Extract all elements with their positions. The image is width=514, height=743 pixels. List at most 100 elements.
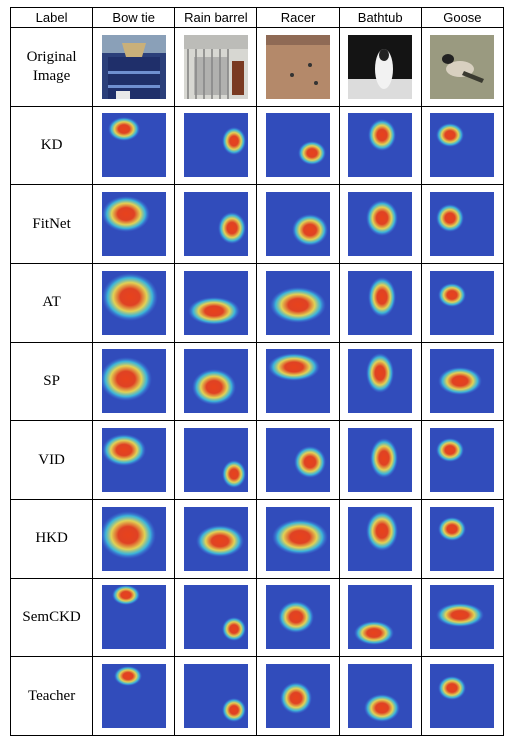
row-label: FitNet (9, 184, 94, 264)
header-label: Label (9, 7, 94, 28)
attention-heatmap-rain-barrel (183, 349, 248, 414)
image-cell-racer (256, 498, 340, 579)
method-row: Teacher (9, 656, 505, 736)
attention-heatmap-rain-barrel (183, 428, 248, 493)
image-cell-racer (256, 184, 340, 264)
image-cell-goose (420, 184, 505, 264)
image-cell-racer (256, 105, 340, 186)
attention-heatmap-bow-tie (101, 664, 166, 729)
image-cell-bathtub (338, 577, 422, 658)
row-label: SemCKD (9, 577, 94, 658)
row-label: KD (9, 105, 94, 186)
attention-heatmap-bathtub (348, 585, 413, 650)
method-row: Original Image (9, 27, 505, 107)
attention-heatmap-racer (266, 192, 331, 257)
row-label-line: AT (42, 294, 61, 311)
original-image-bathtub (348, 34, 413, 99)
header-rain-barrel: Rain barrel (174, 7, 258, 28)
attention-heatmap-bow-tie (101, 428, 166, 493)
original-image-rain-barrel (183, 34, 248, 99)
image-cell-racer (256, 577, 340, 658)
image-cell-bathtub (338, 498, 422, 579)
row-label-line: Teacher (27, 687, 76, 704)
image-cell-rain-barrel (174, 105, 258, 186)
header-bathtub: Bathtub (338, 7, 422, 28)
attention-heatmap-bathtub (348, 428, 413, 493)
row-label-line: SemCKD (22, 608, 81, 625)
header-row: Label Bow tie Rain barrel Racer Bathtub … (9, 7, 505, 28)
image-cell-goose (420, 27, 505, 107)
cam-comparison-table: Label Bow tie Rain barrel Racer Bathtub … (9, 7, 505, 736)
image-cell-racer (256, 656, 340, 736)
image-cell-rain-barrel (174, 262, 258, 343)
row-label-line: VID (38, 451, 65, 468)
row-label: HKD (9, 498, 94, 579)
method-row: AT (9, 262, 505, 343)
attention-heatmap-goose (430, 349, 495, 414)
attention-heatmap-bow-tie (101, 585, 166, 650)
method-row: KD (9, 105, 505, 186)
image-cell-rain-barrel (174, 184, 258, 264)
attention-heatmap-racer (266, 664, 331, 729)
attention-heatmap-bow-tie (101, 506, 166, 571)
method-row: HKD (9, 498, 505, 579)
attention-heatmap-bow-tie (101, 113, 166, 178)
row-label-line: FitNet (32, 215, 71, 232)
image-cell-bathtub (338, 27, 422, 107)
image-cell-bow-tie (92, 498, 176, 579)
method-row: VID (9, 420, 505, 500)
image-cell-rain-barrel (174, 577, 258, 658)
image-cell-racer (256, 420, 340, 500)
row-label-line: Image (32, 67, 71, 84)
image-cell-bathtub (338, 656, 422, 736)
figure-table: Label Bow tie Rain barrel Racer Bathtub … (9, 7, 505, 736)
attention-heatmap-bow-tie (101, 349, 166, 414)
image-cell-racer (256, 262, 340, 343)
attention-heatmap-bow-tie (101, 192, 166, 257)
row-label-line: Original (26, 48, 77, 65)
image-cell-bow-tie (92, 656, 176, 736)
image-cell-goose (420, 577, 505, 658)
image-cell-bow-tie (92, 262, 176, 343)
original-image-bow-tie (101, 34, 166, 99)
attention-heatmap-rain-barrel (183, 113, 248, 178)
attention-heatmap-goose (430, 192, 495, 257)
image-cell-goose (420, 656, 505, 736)
row-label: SP (9, 341, 94, 422)
attention-heatmap-goose (430, 428, 495, 493)
attention-heatmap-goose (430, 270, 495, 335)
attention-heatmap-rain-barrel (183, 585, 248, 650)
image-cell-rain-barrel (174, 656, 258, 736)
row-label-line: SP (43, 372, 60, 389)
attention-heatmap-bathtub (348, 664, 413, 729)
image-cell-bathtub (338, 420, 422, 500)
attention-heatmap-racer (266, 506, 331, 571)
attention-heatmap-rain-barrel (183, 192, 248, 257)
attention-heatmap-bathtub (348, 192, 413, 257)
attention-heatmap-bow-tie (101, 270, 166, 335)
image-cell-rain-barrel (174, 498, 258, 579)
image-cell-racer (256, 27, 340, 107)
image-cell-bow-tie (92, 184, 176, 264)
image-cell-bathtub (338, 341, 422, 422)
attention-heatmap-goose (430, 506, 495, 571)
attention-heatmap-goose (430, 585, 495, 650)
attention-heatmap-bathtub (348, 270, 413, 335)
attention-heatmap-racer (266, 113, 331, 178)
image-cell-bow-tie (92, 105, 176, 186)
image-cell-bow-tie (92, 577, 176, 658)
image-cell-rain-barrel (174, 341, 258, 422)
original-image-goose (430, 34, 495, 99)
image-cell-bathtub (338, 184, 422, 264)
image-cell-bow-tie (92, 27, 176, 107)
header-racer: Racer (256, 7, 340, 28)
image-cell-goose (420, 498, 505, 579)
image-cell-bathtub (338, 105, 422, 186)
image-cell-goose (420, 341, 505, 422)
attention-heatmap-bathtub (348, 506, 413, 571)
attention-heatmap-racer (266, 270, 331, 335)
attention-heatmap-racer (266, 349, 331, 414)
image-cell-bow-tie (92, 420, 176, 500)
attention-heatmap-rain-barrel (183, 664, 248, 729)
image-cell-goose (420, 420, 505, 500)
